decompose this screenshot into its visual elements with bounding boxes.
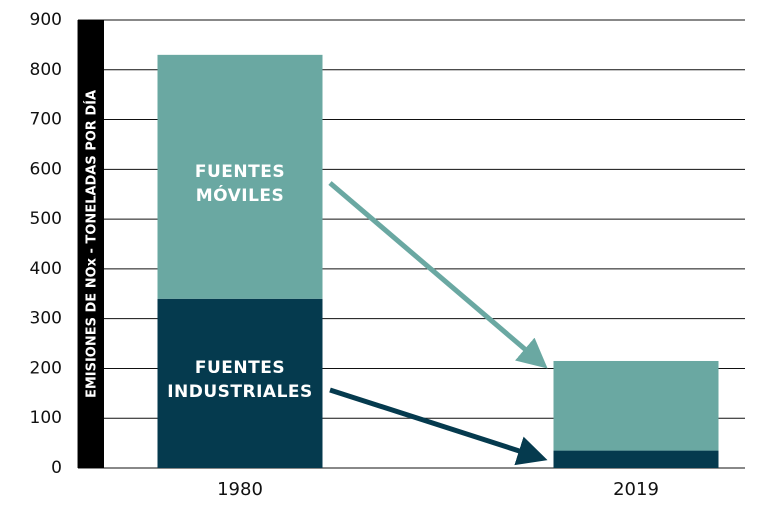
y-tick-label: 900 bbox=[30, 10, 62, 30]
segment-label: FUENTES MÓVILES bbox=[194, 162, 286, 206]
y-tick-label: 400 bbox=[30, 259, 62, 279]
y-tick-label: 0 bbox=[51, 458, 62, 478]
bar-segment bbox=[157, 298, 323, 468]
y-tick-label: 300 bbox=[30, 309, 62, 329]
x-tick-label: 1980 bbox=[217, 479, 263, 500]
segment-label: FUENTES INDUSTRIALES bbox=[167, 358, 313, 402]
arrow bbox=[329, 387, 548, 466]
y-axis-label: EMISIONES DE NOx - TONELADAS POR DÍA bbox=[84, 90, 100, 398]
y-tick-label: 800 bbox=[30, 60, 62, 80]
y-tick-label: 600 bbox=[30, 159, 62, 179]
arrow bbox=[328, 181, 548, 369]
y-tick-label: 700 bbox=[30, 110, 62, 130]
x-tick-label: 2019 bbox=[613, 479, 659, 500]
y-tick-label: 200 bbox=[30, 358, 62, 378]
bar-segment bbox=[553, 450, 719, 468]
y-label-band bbox=[78, 20, 104, 468]
bar-segment bbox=[157, 54, 323, 299]
bar-segment bbox=[553, 360, 719, 451]
y-tick-label: 100 bbox=[30, 408, 62, 428]
y-tick-label: 500 bbox=[30, 209, 62, 229]
